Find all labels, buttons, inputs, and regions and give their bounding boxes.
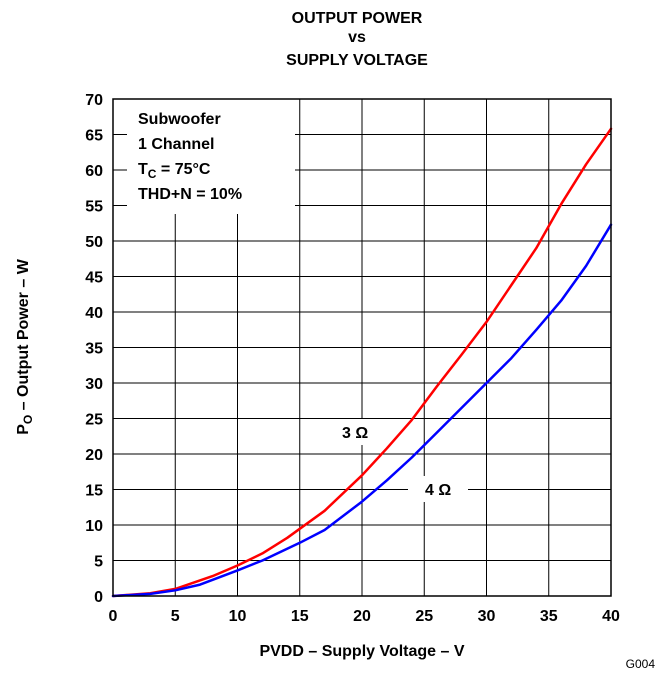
y-tick-label: 25 <box>85 412 103 429</box>
x-tick-label: 25 <box>415 608 433 625</box>
y-tick-label: 65 <box>85 128 103 145</box>
tc-sub: C <box>148 167 157 181</box>
y-tick-label: 35 <box>85 341 103 358</box>
x-tick-labels: 0 5 10 15 20 25 30 35 40 <box>109 608 620 625</box>
series-group <box>111 127 613 598</box>
series-label-4ohm: 4 Ω <box>425 482 451 499</box>
grid-lines <box>112 98 612 597</box>
x-tick-label: 15 <box>291 608 309 625</box>
y-label-prefix: P <box>15 424 32 435</box>
series-line-3ohm <box>111 127 613 598</box>
figure-id: G004 <box>626 657 656 671</box>
y-tick-label: 20 <box>85 447 103 464</box>
y-tick-label: 30 <box>85 376 103 393</box>
title-line-1: OUTPUT POWER <box>292 10 423 27</box>
label-bg-3ohm <box>325 419 385 445</box>
x-tick-label: 10 <box>229 608 247 625</box>
series-line-4ohm <box>111 223 613 598</box>
annotation-tc: TC = 75°C <box>138 161 211 181</box>
tc-prefix: T <box>138 161 148 178</box>
tc-rest: = 75°C <box>156 161 210 178</box>
y-tick-labels: 0 5 10 15 20 25 30 35 40 45 50 55 60 65 70 <box>85 92 103 606</box>
annotation-thd: THD+N = 10% <box>138 186 242 203</box>
series-label-3ohm: 3 Ω <box>342 425 368 442</box>
annotation-box: Subwoofer 1 Channel TC = 75°C THD+N = 10… <box>138 111 242 203</box>
label-bg-4ohm <box>408 476 468 502</box>
y-tick-label: 15 <box>85 483 103 500</box>
y-tick-label: 45 <box>85 270 103 287</box>
annotation-subwoofer: Subwoofer <box>138 111 221 128</box>
x-axis-label: PVDD – Supply Voltage – V <box>259 643 464 660</box>
x-tick-label: 0 <box>109 608 118 625</box>
y-tick-label: 0 <box>94 589 103 606</box>
y-tick-label: 60 <box>85 163 103 180</box>
y-tick-label: 70 <box>85 92 103 109</box>
y-label-sub: O <box>21 415 35 424</box>
y-label-rest: – Output Power – W <box>15 258 32 414</box>
x-tick-label: 40 <box>602 608 620 625</box>
y-tick-label: 55 <box>85 199 103 216</box>
y-axis-label: PO – Output Power – W <box>15 258 35 434</box>
x-tick-label: 35 <box>540 608 558 625</box>
title-line-2: vs <box>348 29 366 46</box>
plot-frame <box>112 98 612 597</box>
chart-title: OUTPUT POWER vs SUPPLY VOLTAGE <box>286 10 428 69</box>
y-tick-label: 50 <box>85 234 103 251</box>
annotation-channel: 1 Channel <box>138 136 214 153</box>
title-line-3: SUPPLY VOLTAGE <box>286 52 428 69</box>
y-tick-label: 40 <box>85 305 103 322</box>
y-tick-label: 10 <box>85 518 103 535</box>
x-tick-label: 30 <box>478 608 496 625</box>
x-tick-label: 5 <box>171 608 180 625</box>
y-tick-label: 5 <box>94 554 103 571</box>
x-tick-label: 20 <box>353 608 371 625</box>
annotation-box-bg <box>127 99 295 214</box>
